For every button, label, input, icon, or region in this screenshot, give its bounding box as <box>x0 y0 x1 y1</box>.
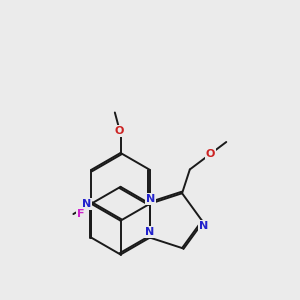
Text: O: O <box>114 126 124 136</box>
Text: O: O <box>206 149 215 159</box>
Text: N: N <box>199 221 208 231</box>
Text: N: N <box>146 194 155 204</box>
Text: N: N <box>145 227 154 237</box>
Text: N: N <box>82 199 92 209</box>
Text: F: F <box>77 209 85 219</box>
